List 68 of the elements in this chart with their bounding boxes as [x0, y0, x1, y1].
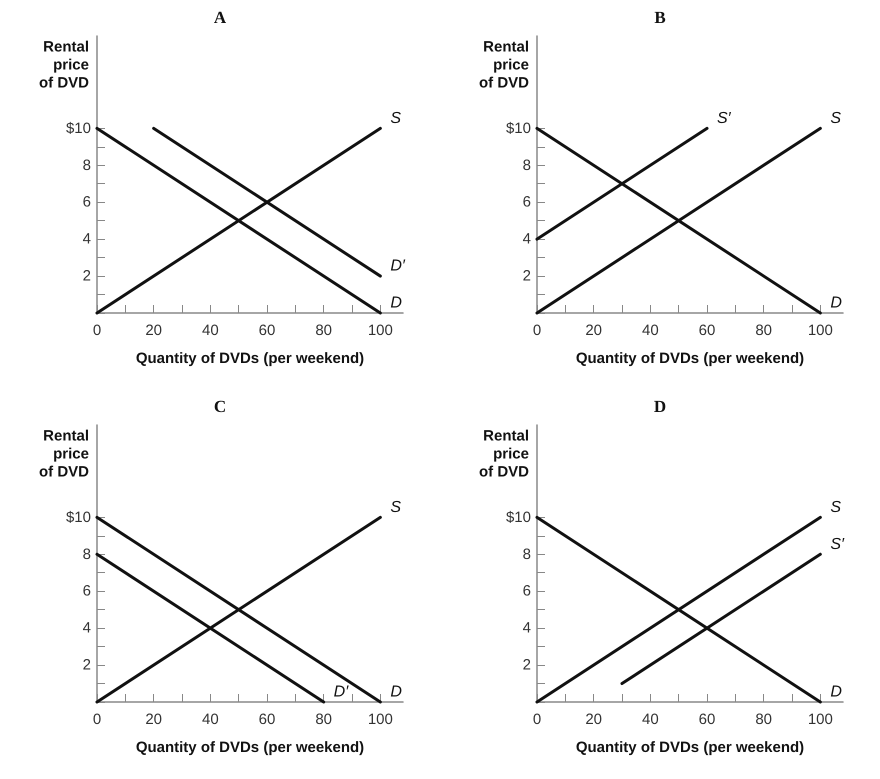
y-tick-label: 4	[82, 230, 91, 248]
y-tick-label: $10	[506, 508, 531, 526]
y-tick-label: 6	[522, 194, 531, 211]
chart-title: C	[214, 397, 226, 416]
y-tick-label: 4	[522, 620, 531, 637]
y-tick-label: 8	[82, 546, 91, 563]
x-tick-label: 40	[642, 711, 659, 728]
y-tick-label: 2	[522, 656, 531, 674]
series-label: S	[390, 110, 402, 127]
x-tick-label: 100	[808, 711, 833, 728]
series-label: S′	[717, 110, 732, 127]
x-tick-label: 80	[755, 322, 772, 339]
y-axis-title: Rental price of DVD	[479, 38, 530, 92]
y-tick-label: $10	[66, 508, 91, 526]
x-tick-label: 60	[258, 711, 276, 728]
y-tick-label: 4	[82, 620, 91, 637]
x-tick-label: 0	[92, 322, 102, 339]
y-axis-title: Rental price of DVD	[39, 428, 90, 480]
y-tick-label: 6	[82, 194, 91, 211]
y-tick-label: 2	[522, 268, 531, 285]
x-tick-label: 80	[755, 711, 772, 728]
y-tick-label: 6	[82, 582, 91, 600]
x-axis-title: Quantity of DVDs (per weekend)	[576, 739, 804, 756]
x-tick-label: 100	[368, 322, 393, 339]
x-tick-label: 20	[145, 322, 162, 339]
y-tick-label: 8	[522, 546, 531, 563]
series-label: D	[390, 684, 402, 700]
x-tick-label: 40	[202, 711, 219, 728]
chart-title: B	[654, 8, 666, 27]
y-axis-title: Rental price of DVD	[39, 38, 90, 92]
x-tick-label: 20	[585, 322, 602, 339]
series-label: D′	[390, 258, 406, 275]
x-tick-label: 60	[698, 322, 716, 339]
series-label: D′	[334, 684, 350, 700]
series-label: D	[830, 294, 842, 312]
series-label: S	[390, 498, 402, 516]
y-tick-label: $10	[66, 120, 91, 137]
x-tick-label: 0	[532, 322, 542, 339]
x-tick-label: 40	[642, 322, 659, 339]
series-label: D	[830, 684, 842, 700]
series-label: S	[830, 110, 842, 127]
chart-title: A	[214, 8, 227, 27]
x-tick-label: 100	[368, 711, 393, 728]
x-tick-label: 0	[532, 711, 542, 728]
y-tick-label: 2	[82, 656, 91, 674]
y-tick-label: 8	[82, 156, 91, 174]
y-tick-label: 6	[522, 582, 531, 600]
x-tick-label: 100	[808, 322, 833, 339]
x-tick-label: 20	[145, 711, 162, 728]
x-tick-label: 20	[585, 711, 602, 728]
x-tick-label: 0	[92, 711, 102, 728]
x-axis-title: Quantity of DVDs (per weekend)	[136, 350, 364, 367]
series-label: S	[830, 498, 842, 516]
x-tick-label: 60	[698, 711, 716, 728]
x-axis-title: Quantity of DVDs (per weekend)	[576, 350, 804, 367]
y-tick-label: 8	[522, 156, 531, 174]
series-label: S′	[830, 536, 846, 553]
series-label: D	[390, 294, 402, 312]
y-tick-label: $10	[506, 120, 531, 137]
y-tick-label: 2	[82, 268, 91, 285]
x-axis-title: Quantity of DVDs (per weekend)	[136, 739, 364, 756]
x-tick-label: 80	[315, 322, 332, 339]
x-tick-label: 40	[202, 322, 219, 339]
x-tick-label: 60	[258, 322, 276, 339]
y-tick-label: 4	[522, 230, 531, 248]
x-tick-label: 80	[315, 711, 332, 728]
chart-title: D	[654, 397, 666, 416]
y-axis-title: Rental price of DVD	[479, 428, 530, 480]
